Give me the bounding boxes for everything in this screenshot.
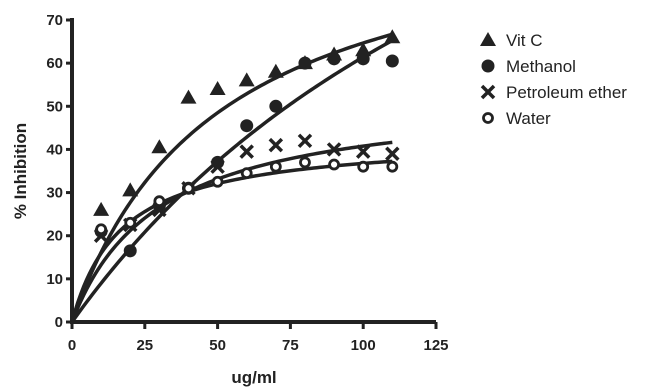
y-ticks: 0 10 20 30 40 50 60 70 xyxy=(46,12,72,331)
data-point xyxy=(238,72,255,87)
legend-label: Petroleum ether xyxy=(506,83,627,102)
legend-marker xyxy=(481,59,495,73)
y-tick-label: 40 xyxy=(46,141,63,158)
data-point xyxy=(299,156,311,169)
x-tick-label: 50 xyxy=(209,337,226,354)
legend: Vit C Methanol Petroleum ether Water xyxy=(480,31,627,128)
data-point xyxy=(298,56,312,70)
x-tick-label: 75 xyxy=(282,337,299,354)
y-tick-label: 60 xyxy=(46,55,63,72)
data-point xyxy=(269,99,283,113)
legend-label: Methanol xyxy=(506,57,576,76)
data-point xyxy=(210,159,225,174)
data-points xyxy=(93,29,401,258)
x-tick-label: 25 xyxy=(136,337,153,354)
y-axis-title: % Inhibition xyxy=(11,123,30,219)
data-point xyxy=(326,142,342,157)
x-tick-label: 125 xyxy=(423,337,448,354)
fit-curves xyxy=(70,32,394,324)
data-point xyxy=(95,223,108,236)
data-point xyxy=(267,63,284,78)
fit-curve-0 xyxy=(70,32,393,323)
data-point xyxy=(124,216,137,229)
data-point xyxy=(268,137,284,153)
y-tick-label: 30 xyxy=(46,185,63,202)
data-point xyxy=(269,160,282,173)
x-tick-label: 0 xyxy=(68,337,76,354)
data-point xyxy=(209,81,226,96)
data-point xyxy=(240,167,253,180)
legend-marker xyxy=(480,32,496,46)
y-tick-label: 10 xyxy=(46,271,63,288)
data-point xyxy=(357,160,370,173)
data-point xyxy=(356,52,370,66)
data-point xyxy=(384,29,401,44)
data-point xyxy=(93,201,110,216)
data-point xyxy=(355,42,372,57)
data-point xyxy=(153,195,166,208)
data-point xyxy=(151,139,168,154)
data-point xyxy=(386,160,399,173)
data-point xyxy=(152,202,167,218)
y-tick-label: 20 xyxy=(46,228,63,245)
x-tick-label: 100 xyxy=(351,337,376,354)
x-ticks: 0 25 50 75 100 125 xyxy=(68,322,449,354)
data-point xyxy=(123,244,137,258)
legend-marker xyxy=(480,84,496,100)
data-point xyxy=(297,133,313,149)
data-point xyxy=(355,144,371,159)
y-tick-label: 70 xyxy=(46,12,63,29)
legend-label: Vit C xyxy=(506,31,543,50)
fit-curve-2 xyxy=(70,140,393,323)
data-point xyxy=(328,158,340,171)
data-point xyxy=(180,89,197,104)
data-point xyxy=(385,146,400,161)
data-point xyxy=(327,52,341,66)
data-point xyxy=(122,182,139,197)
legend-marker xyxy=(482,112,494,124)
data-point xyxy=(240,119,254,133)
legend-label: Water xyxy=(506,109,551,128)
axes: 0 10 20 30 40 50 60 70 0 25 50 75 100 125 xyxy=(46,12,448,354)
data-point xyxy=(385,54,399,68)
data-point xyxy=(211,175,224,188)
x-axis-title: ug/ml xyxy=(231,368,276,387)
y-tick-label: 50 xyxy=(46,98,63,115)
data-point xyxy=(239,144,254,159)
data-point xyxy=(182,182,195,195)
y-tick-label: 0 xyxy=(55,314,63,331)
